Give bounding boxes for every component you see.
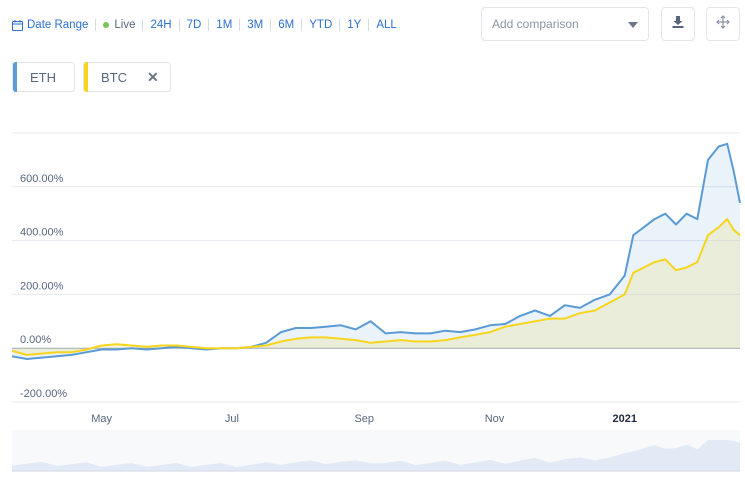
- live-dot-icon: [103, 22, 110, 28]
- divider: [368, 19, 370, 31]
- move-arrows-icon: [716, 14, 730, 34]
- divider: [142, 19, 144, 31]
- chart-toolbar: Date Range Live 24H 7D 1M 3M 6M YTD 1Y A…: [0, 0, 745, 50]
- fullscreen-button[interactable]: [706, 7, 740, 41]
- x-tick-label: Nov: [485, 413, 505, 425]
- x-tick-label: May: [91, 413, 112, 425]
- divider: [239, 19, 241, 31]
- btc-color-stripe: [84, 62, 88, 92]
- range-6m-button[interactable]: 6M: [278, 19, 295, 31]
- x-tick-label: Jul: [225, 413, 239, 425]
- live-label: Live: [114, 19, 136, 31]
- add-comparison-select[interactable]: Add comparison: [481, 7, 649, 41]
- divider: [339, 19, 341, 31]
- price-comparison-chart: 600.00% 400.00% 200.00% 0.00% -200.00% May Ju…: [0, 110, 745, 480]
- download-button[interactable]: [661, 7, 695, 41]
- divider: [95, 19, 97, 31]
- x-axis-ticks: May Jul Sep Nov 2021: [91, 413, 637, 425]
- range-7d-button[interactable]: 7D: [186, 19, 202, 31]
- series-line-eth: [11, 142, 741, 360]
- date-range-label: Date Range: [27, 19, 89, 31]
- series-lines: [11, 142, 741, 360]
- range-bar: Date Range Live 24H 7D 1M 3M 6M YTD 1Y A…: [12, 17, 397, 33]
- legend-btc-label: BTC: [101, 69, 127, 85]
- series-line-btc: [11, 218, 741, 356]
- remove-btc-close-icon[interactable]: ✕: [147, 68, 159, 85]
- series-area-eth: [12, 143, 740, 359]
- x-tick-label: 2021: [612, 413, 636, 425]
- divider: [208, 19, 210, 31]
- y-tick-label: 600.00%: [20, 173, 64, 185]
- caret-down-icon: [628, 17, 638, 31]
- range-24h-button[interactable]: 24H: [150, 19, 172, 31]
- y-tick-label: 200.00%: [20, 280, 64, 292]
- divider: [301, 19, 303, 31]
- y-tick-label: 0.00%: [20, 334, 51, 346]
- y-tick-label: -200.00%: [20, 388, 67, 400]
- add-comparison-placeholder: Add comparison: [492, 17, 579, 31]
- y-tick-label: 400.00%: [20, 227, 64, 239]
- x-tick-label: Sep: [354, 413, 374, 425]
- legend-eth-label: ETH: [30, 69, 56, 85]
- range-all-button[interactable]: ALL: [376, 19, 397, 31]
- range-1y-button[interactable]: 1Y: [347, 19, 362, 31]
- y-axis-ticks: 600.00% 400.00% 200.00% 0.00% -200.00%: [20, 173, 67, 400]
- navigator-volume-area: [12, 440, 740, 471]
- series-areas: [12, 143, 740, 359]
- eth-color-stripe: [13, 62, 17, 92]
- divider: [270, 19, 272, 31]
- range-navigator[interactable]: [12, 430, 740, 472]
- range-3m-button[interactable]: 3M: [247, 19, 264, 31]
- divider: [178, 19, 180, 31]
- download-icon: [672, 15, 684, 33]
- legend-eth[interactable]: ETH: [12, 62, 75, 92]
- legend-btc[interactable]: BTC ✕: [83, 62, 171, 92]
- chart-svg: 600.00% 400.00% 200.00% 0.00% -200.00% May Ju…: [11, 132, 741, 472]
- series-area-btc: [12, 219, 740, 355]
- date-range-button[interactable]: Date Range: [12, 19, 88, 31]
- navigator-background: [12, 430, 740, 472]
- live-button[interactable]: Live: [103, 19, 135, 31]
- range-1m-button[interactable]: 1M: [216, 19, 233, 31]
- calendar-icon: [12, 19, 23, 31]
- range-ytd-button[interactable]: YTD: [309, 19, 333, 31]
